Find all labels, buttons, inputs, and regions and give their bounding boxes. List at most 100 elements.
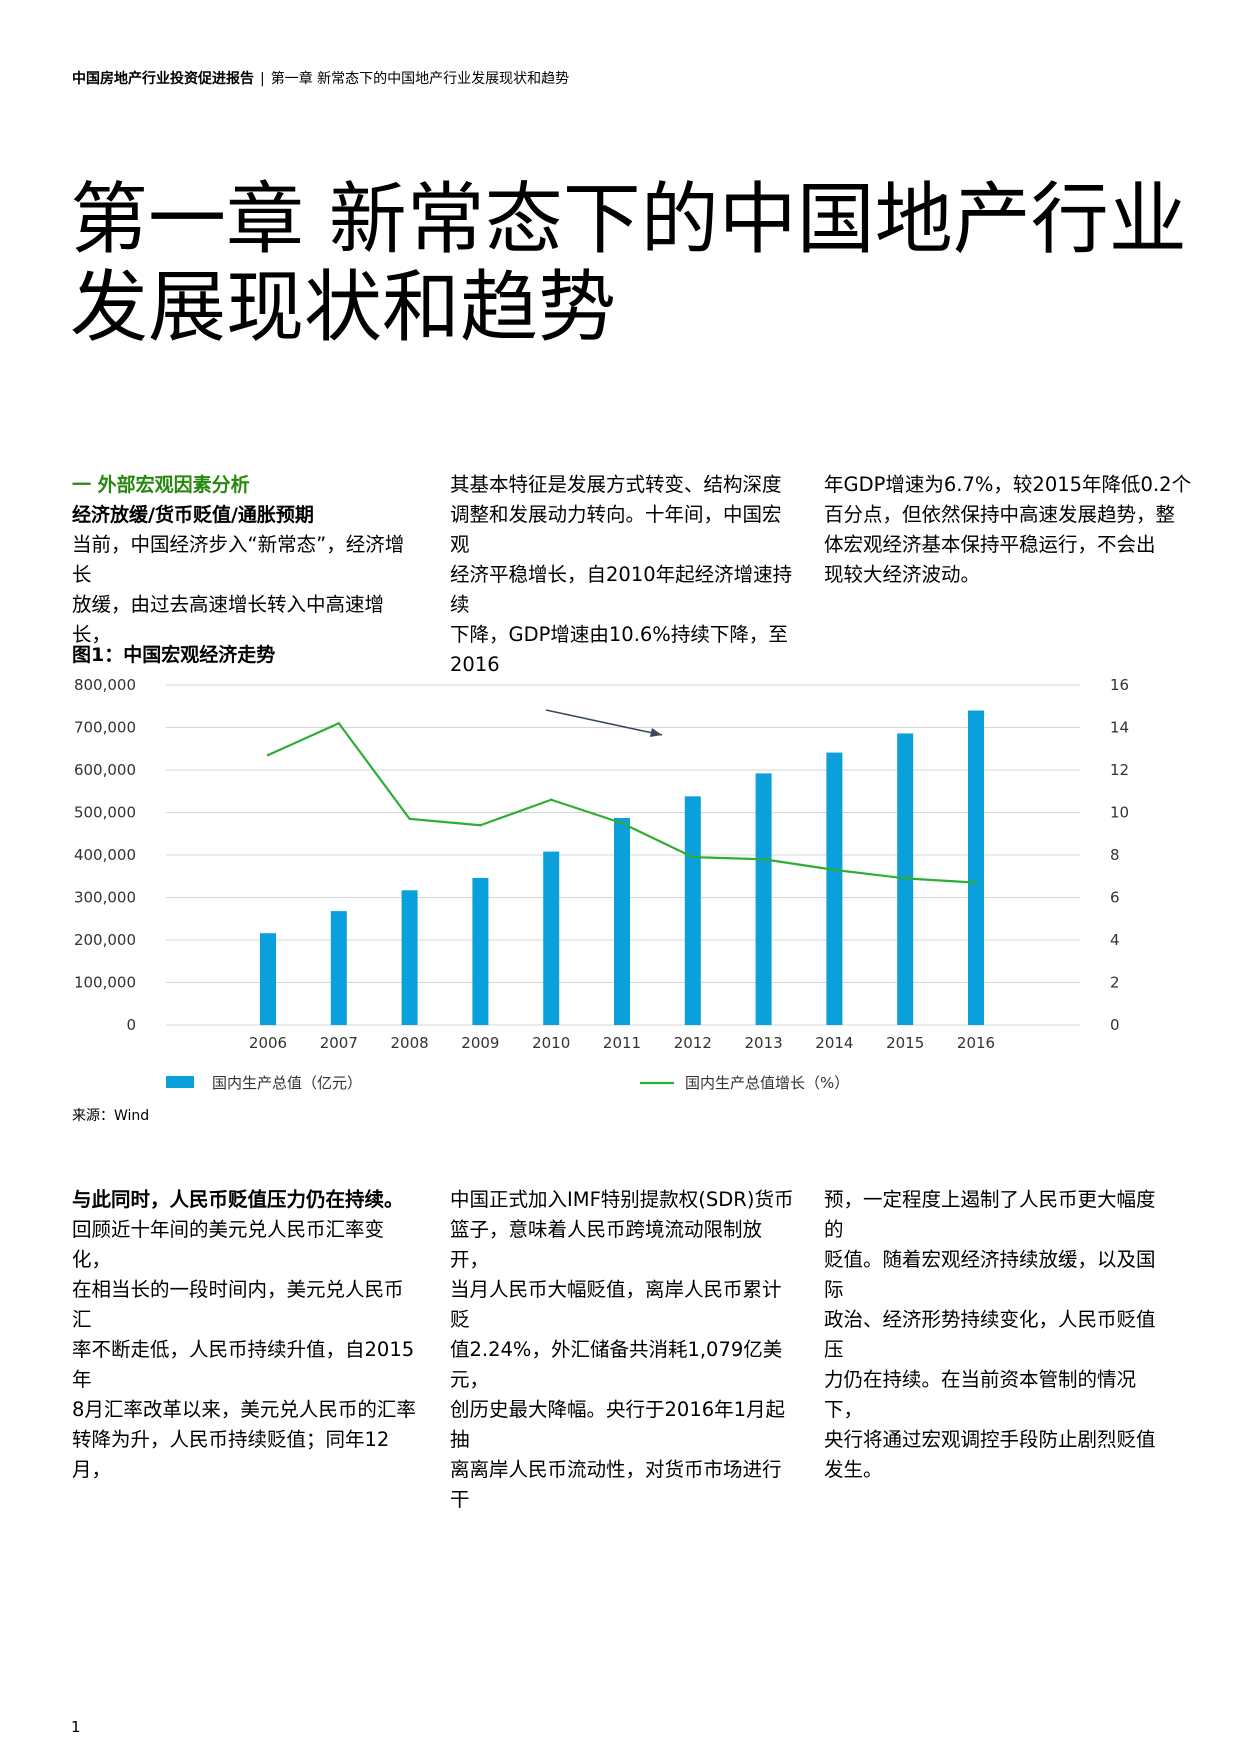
x-axis-tick-label: 2013 <box>745 1034 783 1052</box>
gdp-bar-2011 <box>614 818 630 1025</box>
text-line: 在相当长的一段时间内，美元兑人民币汇 <box>72 1278 404 1331</box>
text-line: 率不断走低，人民币持续升值，自2015年 <box>72 1338 415 1391</box>
running-header: 中国房地产行业投资促进报告 | 第一章 新常态下的中国地产行业发展现状和趋势 <box>72 70 569 88</box>
left-axis-tick-label: 300,000 <box>74 889 136 907</box>
right-axis-ticks: 0 2 4 6 8 10 12 14 16 <box>1110 676 1129 1034</box>
right-axis-tick-label: 10 <box>1110 804 1129 822</box>
left-axis-tick-label: 800,000 <box>74 676 136 694</box>
gdp-bar-2016 <box>968 710 984 1025</box>
text-line: 创历史最大降幅。央行于2016年1月起抽 <box>450 1398 786 1451</box>
left-axis-tick-label: 400,000 <box>74 846 136 864</box>
section2-column-3: 预，一定程度上遏制了人民币更大幅度的 贬值。随着宏观经济持续放缓，以及国际 政治… <box>824 1185 1174 1485</box>
right-axis-tick-label: 2 <box>1110 974 1120 992</box>
growth-point-2013 <box>762 858 765 861</box>
text-line: 贬值。随着宏观经济持续放缓，以及国际 <box>824 1248 1156 1301</box>
x-axis-tick-label: 2008 <box>391 1034 429 1052</box>
text-line: 篮子，意味着人民币跨境流动限制放开， <box>450 1218 763 1271</box>
left-axis-tick-label: 0 <box>126 1016 136 1034</box>
x-axis-tick-label: 2011 <box>603 1034 641 1052</box>
section-subhead: 经济放缓/货币贬值/通胀预期 <box>72 504 314 526</box>
gdp-bar-2014 <box>826 752 843 1025</box>
x-axis-tick-label: 2009 <box>461 1034 499 1052</box>
growth-point-2016 <box>974 881 978 884</box>
text-line: 百分点，但依然保持中高速发展趋势，整 <box>824 503 1176 526</box>
growth-point-2008 <box>408 817 411 821</box>
text-line: 当月人民币大幅贬值，离岸人民币累计贬 <box>450 1278 782 1331</box>
text-line: 力仍在持续。在当前资本管制的情况下， <box>824 1368 1137 1421</box>
right-axis-tick-label: 8 <box>1110 846 1120 864</box>
growth-point-2006 <box>266 753 270 757</box>
legend-swatch-gdp <box>166 1076 194 1088</box>
text-line: 年GDP增速为6.7%，较2015年降低0.2个 <box>824 473 1192 496</box>
left-axis-tick-label: 100,000 <box>74 974 136 992</box>
growth-point-2007 <box>337 722 340 725</box>
legend-label-gdp: 国内生产总值（亿元） <box>212 1074 362 1092</box>
growth-line-layer <box>266 722 978 884</box>
page-number: 1 <box>71 1718 81 1736</box>
gdp-bars <box>260 710 984 1025</box>
text-line: 下降，GDP增速由10.6%持续下降，至2016 <box>450 623 788 676</box>
header-separator: | <box>260 71 265 87</box>
x-axis-ticks: 2006 2007 2008 2009 2010 2011 2012 2013 2014 2015… <box>249 1034 995 1052</box>
section-label: 一 外部宏观因素分析 <box>72 474 250 496</box>
gdp-combo-chart: 0 100,000 200,000 300,000 400,000 500,000 600,… <box>74 676 1129 1092</box>
text-line: 央行将通过宏观调控手段防止剧烈贬值 <box>824 1428 1156 1451</box>
growth-point-2014 <box>833 868 836 872</box>
right-axis-tick-label: 4 <box>1110 931 1120 949</box>
text-line: 现较大经济波动。 <box>824 563 981 586</box>
text-line: 调整和发展动力转向。十年间，中国宏观 <box>450 503 782 556</box>
growth-point-2011 <box>620 821 624 825</box>
paragraph-lead: 与此同时，人民币贬值压力仍在持续。 <box>72 1188 404 1211</box>
text-line: 8月汇率改革以来，美元兑人民币的汇率 <box>72 1398 416 1421</box>
x-axis-tick-label: 2010 <box>532 1034 570 1052</box>
section2-column-2: 中国正式加入IMF特别提款权(SDR)货币 篮子，意味着人民币跨境流动限制放开，… <box>450 1185 800 1515</box>
growth-point-2010 <box>550 798 553 801</box>
right-axis-tick-label: 12 <box>1110 761 1129 779</box>
left-axis-tick-label: 700,000 <box>74 719 136 737</box>
growth-point-2012 <box>691 855 694 859</box>
gdp-bar-2008 <box>401 890 418 1025</box>
section1-column-1: 一 外部宏观因素分析 经济放缓/货币贬值/通胀预期 当前，中国经济步入“新常态”… <box>72 470 422 650</box>
legend-label-growth: 国内生产总值增长（%） <box>685 1074 849 1092</box>
text-line: 离离岸人民币流动性，对货币市场进行干 <box>450 1458 782 1511</box>
growth-point-2009 <box>479 824 482 827</box>
left-axis-tick-label: 500,000 <box>74 804 136 822</box>
text-line: 体宏观经济基本保持平稳运行，不会出 <box>824 533 1156 556</box>
text-line: 回顾近十年间的美元兑人民币汇率变化， <box>72 1218 385 1271</box>
figure-title: 图1：中国宏观经济走势 <box>72 644 276 666</box>
x-axis-tick-label: 2007 <box>320 1034 358 1052</box>
gdp-bar-2010 <box>543 851 560 1025</box>
x-axis-tick-label: 2015 <box>886 1034 924 1052</box>
text-line: 政治、经济形势持续变化，人民币贬值压 <box>824 1308 1156 1361</box>
x-axis-tick-label: 2016 <box>957 1034 995 1052</box>
text-line: 经济平稳增长，自2010年起经济增速持续 <box>450 563 793 616</box>
text-line: 转降为升，人民币持续贬值；同年12月， <box>72 1428 390 1481</box>
text-line: 其基本特征是发展方式转变、结构深度 <box>450 473 782 496</box>
text-line: 放缓，由过去高速增长转入中高速增长， <box>72 593 385 646</box>
right-axis-tick-label: 6 <box>1110 889 1120 907</box>
section2-column-1: 与此同时，人民币贬值压力仍在持续。 回顾近十年间的美元兑人民币汇率变化， 在相当… <box>72 1185 422 1485</box>
chapter-title: 第一章 新常态下的中国地产行业 发展现状和趋势 <box>70 176 1187 352</box>
text-line: 发生。 <box>824 1458 883 1481</box>
chapter-title-line-1: 第一章 新常态下的中国地产行业 <box>70 175 1187 265</box>
gdp-bar-2009 <box>472 877 489 1025</box>
chapter-title-line-2: 发展现状和趋势 <box>70 263 617 353</box>
section1-column-2: 其基本特征是发展方式转变、结构深度 调整和发展动力转向。十年间，中国宏观 经济平… <box>450 470 800 680</box>
text-line: 值2.24%，外汇储备共消耗1,079亿美元， <box>450 1338 783 1391</box>
text-line: 当前，中国经济步入“新常态”，经济增长 <box>72 533 405 586</box>
report-title: 中国房地产行业投资促进报告 <box>72 71 254 87</box>
x-axis-tick-label: 2014 <box>815 1034 853 1052</box>
chart-legend: 国内生产总值（亿元） 国内生产总值增长（%） <box>166 1074 849 1092</box>
annotation-arrow <box>545 709 663 737</box>
growth-point-2015 <box>904 877 907 880</box>
gdp-bar-2007 <box>330 911 347 1025</box>
right-axis-tick-label: 16 <box>1110 676 1129 694</box>
right-axis-tick-label: 14 <box>1110 719 1129 737</box>
annotation-arrow-shaft <box>545 709 663 736</box>
text-line: 中国正式加入IMF特别提款权(SDR)货币 <box>450 1188 794 1211</box>
annotation-arrow-head <box>650 728 662 737</box>
section1-column-3: 年GDP增速为6.7%，较2015年降低0.2个 百分点，但依然保持中高速发展趋… <box>824 470 1194 590</box>
text-line: 预，一定程度上遏制了人民币更大幅度的 <box>824 1188 1156 1241</box>
gdp-bar-2012 <box>684 796 701 1025</box>
x-axis-tick-label: 2006 <box>249 1034 287 1052</box>
